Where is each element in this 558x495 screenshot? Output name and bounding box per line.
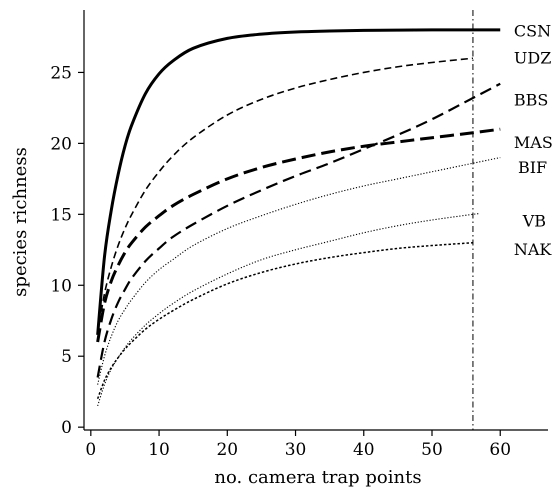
series-line-udz bbox=[96, 57, 474, 334]
series-labels: CSN UDZ BBS MAS BIF VB NAK bbox=[514, 22, 553, 260]
series-line-bbs bbox=[96, 82, 501, 378]
y-tick-label: 15 bbox=[50, 205, 72, 225]
x-tick-label: 40 bbox=[353, 440, 375, 460]
series-label-bif: BIF bbox=[518, 158, 547, 177]
series-label-vb: VB bbox=[522, 212, 546, 231]
x-tick-label: 30 bbox=[285, 440, 307, 460]
y-tick-label: 0 bbox=[61, 418, 72, 438]
series-label-bbs: BBS bbox=[514, 90, 548, 109]
series-label-mas: MAS bbox=[514, 133, 553, 152]
y-tick-label: 20 bbox=[50, 134, 72, 154]
series-line-vb bbox=[97, 213, 480, 407]
y-tick-label: 10 bbox=[50, 276, 72, 296]
series-line-mas bbox=[96, 127, 501, 343]
x-tick-label: 10 bbox=[148, 440, 170, 460]
series-line-csn bbox=[96, 28, 501, 336]
plot-area bbox=[96, 10, 501, 430]
x-tick-label: 20 bbox=[216, 440, 238, 460]
series-label-udz: UDZ bbox=[514, 49, 551, 68]
series-label-nak: NAK bbox=[514, 240, 553, 259]
x-axis-title: no. camera trap points bbox=[214, 467, 421, 488]
series-label-csn: CSN bbox=[514, 22, 551, 41]
series-line-bif bbox=[97, 157, 501, 385]
x-tick-label: 0 bbox=[85, 440, 96, 460]
axes: 0 10 20 30 40 50 60 0 5 10 15 20 25 bbox=[50, 10, 548, 460]
x-tick-label: 50 bbox=[421, 440, 443, 460]
y-axis-title: species richness bbox=[10, 147, 31, 297]
y-tick-label: 5 bbox=[61, 347, 72, 367]
y-tick-label: 25 bbox=[50, 63, 72, 83]
x-tick-label: 60 bbox=[489, 440, 511, 460]
series-line-nak bbox=[96, 241, 473, 400]
